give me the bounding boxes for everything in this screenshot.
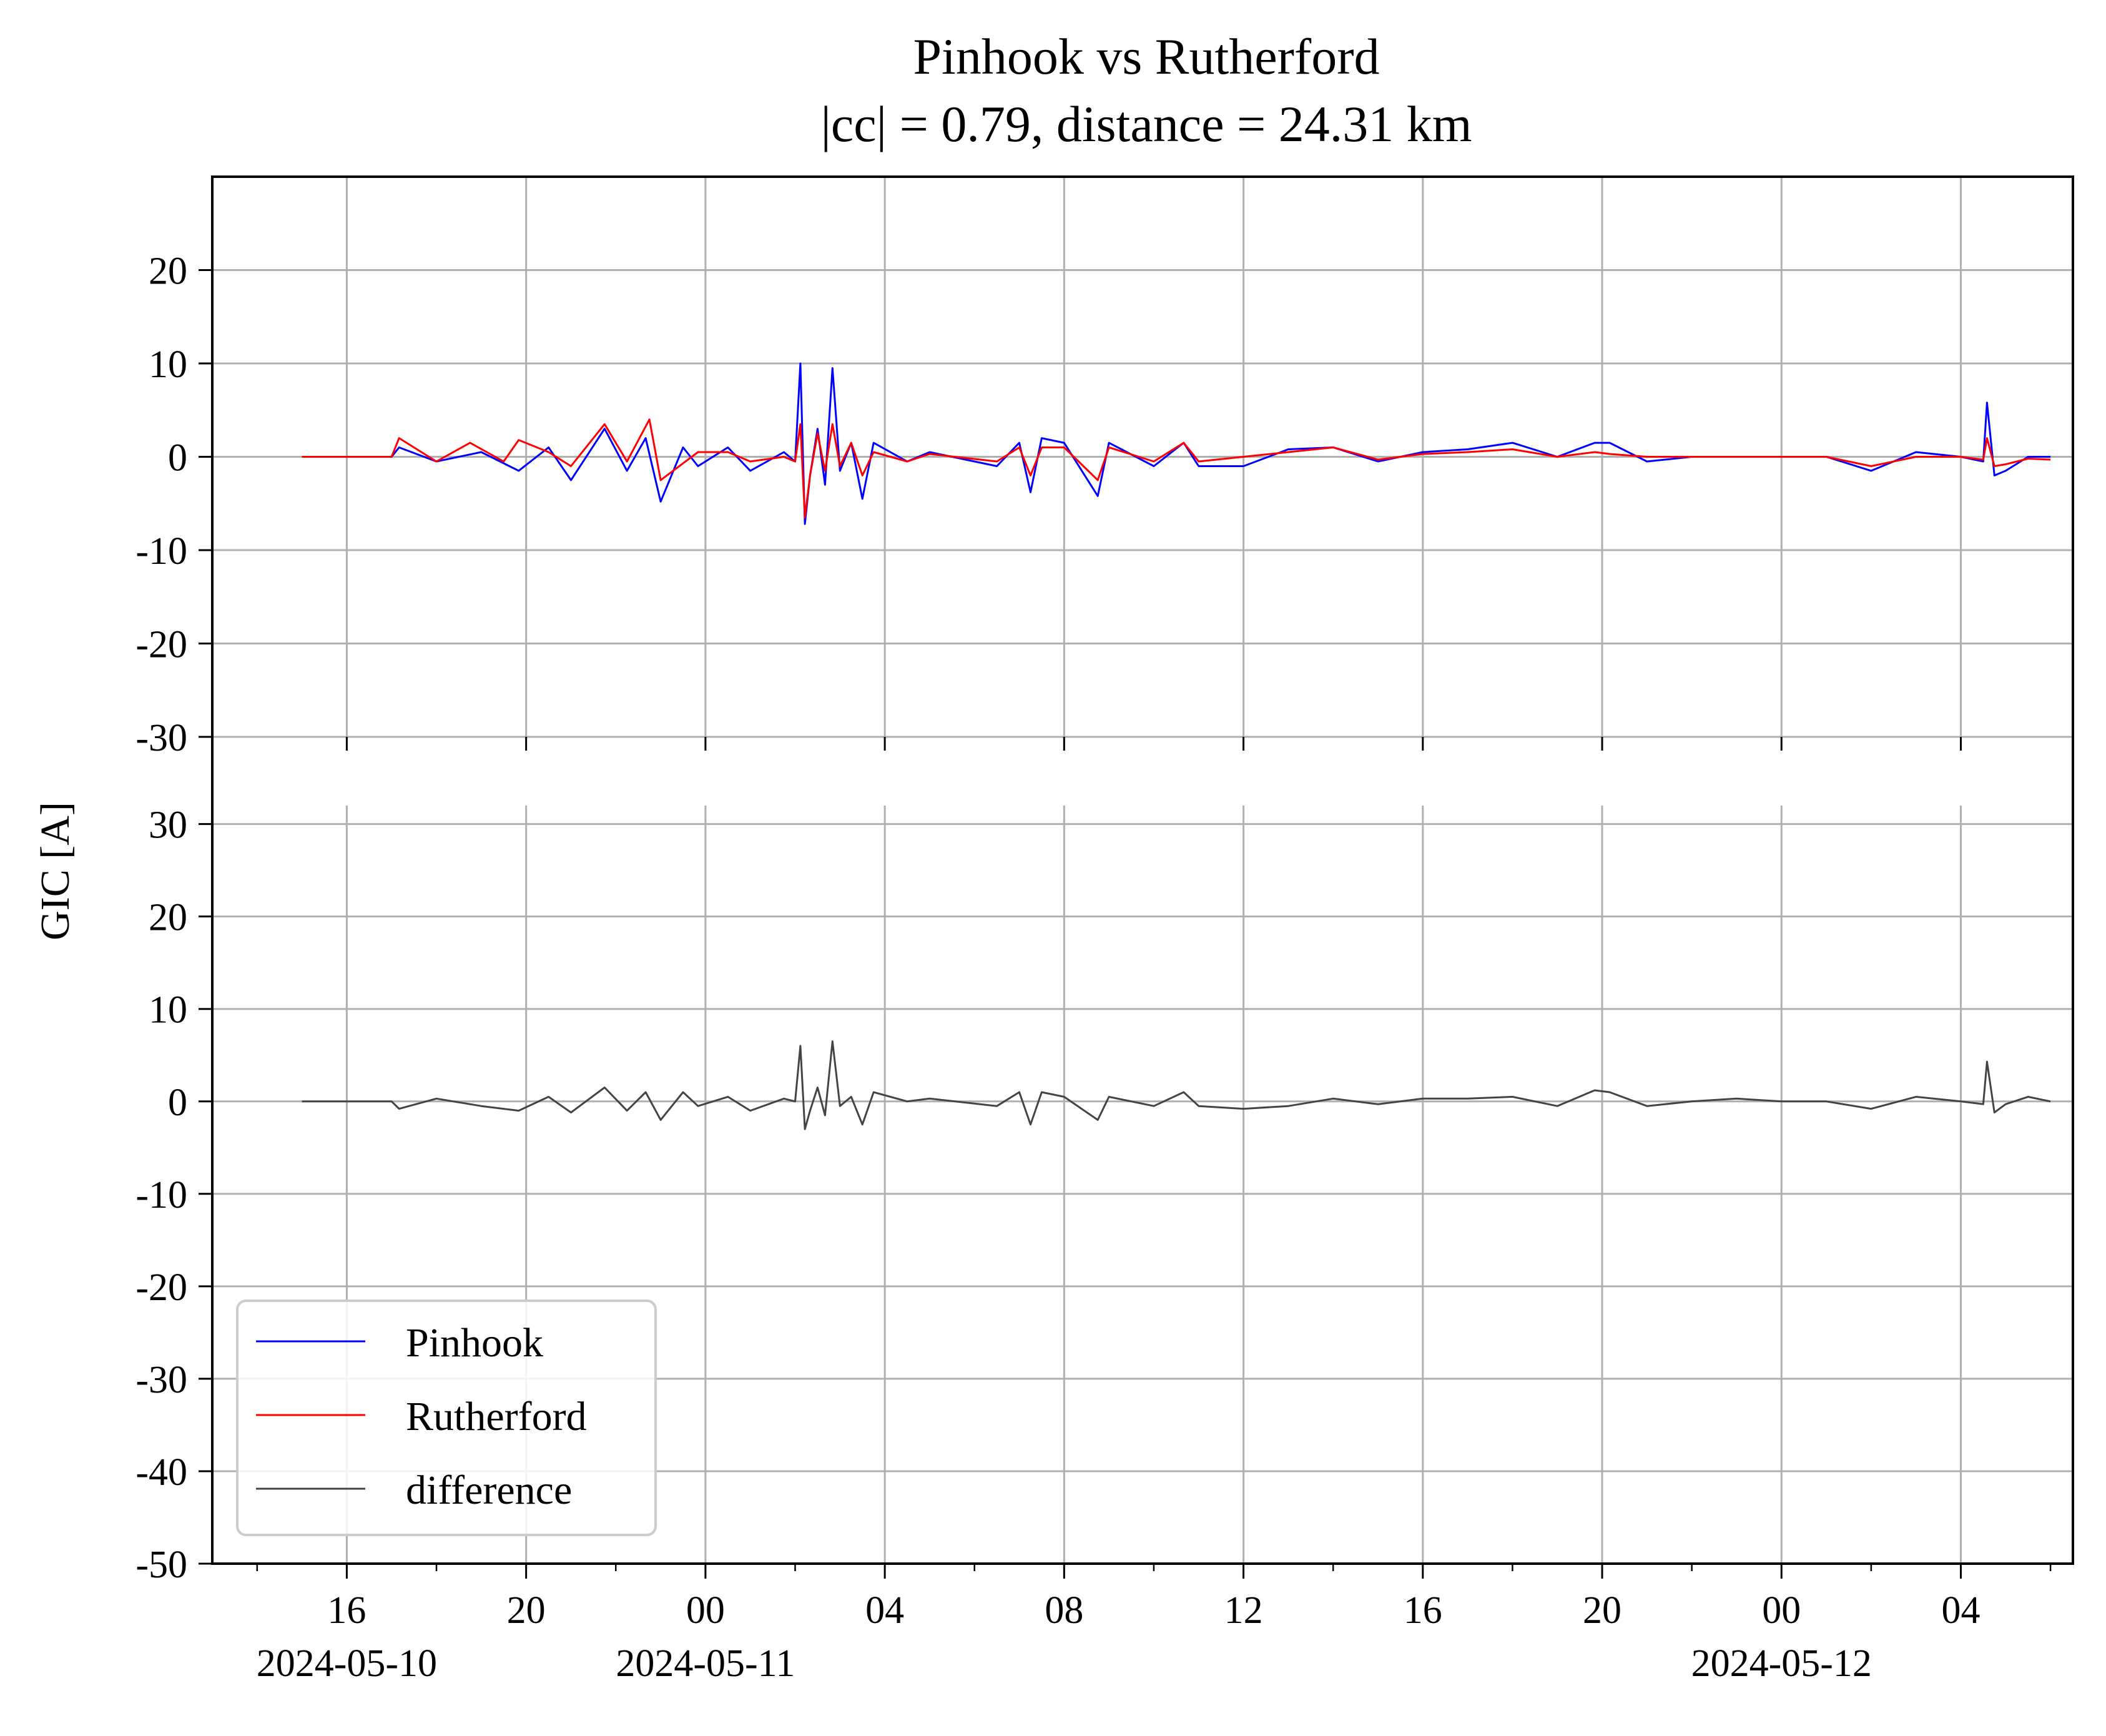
y-tick-label: -50 (135, 1544, 187, 1586)
y-tick-label: 30 (149, 804, 187, 847)
x-tick-label: 00 (686, 1589, 725, 1632)
y-tick-label: 10 (149, 343, 187, 386)
y-tick-label: -30 (135, 717, 187, 759)
y-tick-label: 10 (149, 989, 187, 1032)
series-line-rutherford (302, 418, 2051, 519)
chart-subtitle: |cc| = 0.79, distance = 24.31 km (820, 96, 1472, 152)
legend-box (236, 1300, 657, 1536)
x-tick-label: 08 (1045, 1589, 1083, 1632)
x-tick-label: 04 (1941, 1589, 1980, 1632)
y-tick-label: -10 (135, 530, 187, 573)
legend: Pinhook Rutherford difference (236, 1300, 657, 1536)
x-tick-label: 20 (1583, 1589, 1621, 1632)
x-tick-label: 20 (507, 1589, 546, 1632)
legend-label-difference: difference (406, 1467, 572, 1513)
y-tick-label: -40 (135, 1451, 187, 1494)
y-tick-label: -30 (135, 1359, 187, 1401)
y-tick-label: 20 (149, 250, 187, 293)
y-tick-label: -10 (135, 1174, 187, 1216)
legend-label-pinhook: Pinhook (406, 1320, 543, 1366)
y-tick-label: 0 (168, 437, 187, 480)
series-layer (302, 362, 2051, 1130)
x-tick-label: 12 (1224, 1589, 1263, 1632)
x-date-label: 2024-05-11 (616, 1642, 795, 1685)
y-tick-label: -20 (135, 1266, 187, 1309)
x-tick-label: 16 (327, 1589, 366, 1632)
x-tick-label: 00 (1762, 1589, 1801, 1632)
plot-frame (211, 175, 2074, 1565)
y-axis-label: GIC [A] (32, 802, 78, 940)
y-tick-label: 0 (168, 1082, 187, 1124)
axis-layer: -30 -20 -10 0 10 20 -50 -40 -30 -20 -10 0 10 20 30 16 20… (135, 250, 2052, 1685)
x-tick-label: 04 (865, 1589, 904, 1632)
x-date-label: 2024-05-12 (1691, 1642, 1872, 1685)
series-line-difference (302, 1040, 2051, 1130)
chart-title: Pinhook vs Rutherford (913, 28, 1379, 85)
x-date-label: 2024-05-10 (257, 1642, 437, 1685)
y-tick-label: -20 (135, 624, 187, 666)
y-tick-label: 20 (149, 897, 187, 939)
x-tick-label: 16 (1404, 1589, 1442, 1632)
legend-label-rutherford: Rutherford (406, 1394, 587, 1439)
